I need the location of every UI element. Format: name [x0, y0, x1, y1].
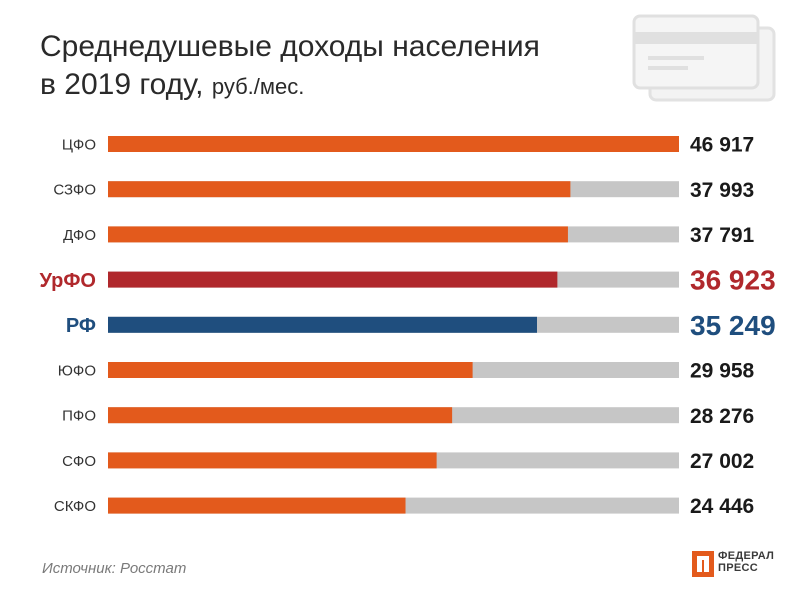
source-note: Источник: Росстат [42, 560, 187, 577]
category-label-urfo: УрФО [39, 270, 96, 292]
category-label-yufo: ЮФО [58, 362, 96, 379]
logo-text: ФЕДЕРАЛ ПРЕСС [718, 550, 774, 574]
bar-pfo [108, 407, 453, 424]
category-label-szfo: СЗФО [53, 182, 96, 199]
category-label-pfo: ПФО [62, 408, 96, 425]
value-label-szfo: 37 993 [690, 179, 754, 202]
bar-cfo [108, 136, 679, 152]
category-label-rf: РФ [66, 315, 96, 337]
bar-row-cfo: ЦФО 46 917 [62, 134, 754, 157]
logo-line-2: ПРЕСС [718, 562, 758, 574]
bar-row-rf: РФ 35 249 [66, 310, 776, 341]
value-label-yufo: 29 958 [690, 360, 755, 383]
logo-line-1: ФЕДЕРАЛ [718, 550, 775, 562]
bar-row-skfo: СКФО 24 446 [54, 495, 754, 518]
bar-skfo [108, 497, 406, 514]
bar-row-urfo: УрФО 36 923 [39, 265, 775, 296]
value-label-cfo: 46 917 [690, 134, 754, 157]
category-label-sfo: СФО [62, 453, 96, 470]
publisher-logo: ФЕДЕРАЛ ПРЕСС [692, 545, 792, 585]
title-unit: руб./мес. [211, 74, 305, 99]
bar-rf [108, 316, 537, 333]
bar-sfo [108, 452, 437, 469]
bar-row-sfo: СФО 27 002 [62, 450, 754, 473]
bar-row-szfo: СЗФО 37 993 [53, 179, 754, 202]
bar-row-pfo: ПФО 28 276 [62, 405, 754, 428]
bar-row-yufo: ЮФО 29 958 [58, 360, 755, 383]
title-line-2: в 2019 году, руб./мес. [40, 66, 600, 106]
bar-dfo [108, 226, 568, 243]
title-line-1: Среднедушевые доходы населения [40, 30, 540, 63]
value-label-sfo: 27 002 [690, 450, 754, 473]
credit-card-icon [632, 14, 776, 102]
category-label-skfo: СКФО [54, 498, 96, 515]
bar-row-dfo: ДФО 37 791 [63, 224, 754, 247]
value-label-pfo: 28 276 [690, 405, 754, 428]
bar-szfo [108, 181, 571, 198]
federalpress-logo-icon [692, 551, 714, 577]
title-line-2-text: в 2019 году, [40, 68, 204, 101]
value-label-urfo: 36 923 [690, 265, 776, 296]
chart-title: Среднедушевые доходы населения в 2019 го… [40, 28, 600, 106]
value-label-skfo: 24 446 [690, 495, 754, 518]
category-label-dfo: ДФО [63, 227, 96, 244]
value-label-dfo: 37 791 [690, 224, 755, 247]
bar-yufo [108, 362, 473, 378]
category-label-cfo: ЦФО [62, 136, 96, 153]
bar-urfo [108, 271, 558, 288]
value-label-rf: 35 249 [690, 310, 776, 341]
